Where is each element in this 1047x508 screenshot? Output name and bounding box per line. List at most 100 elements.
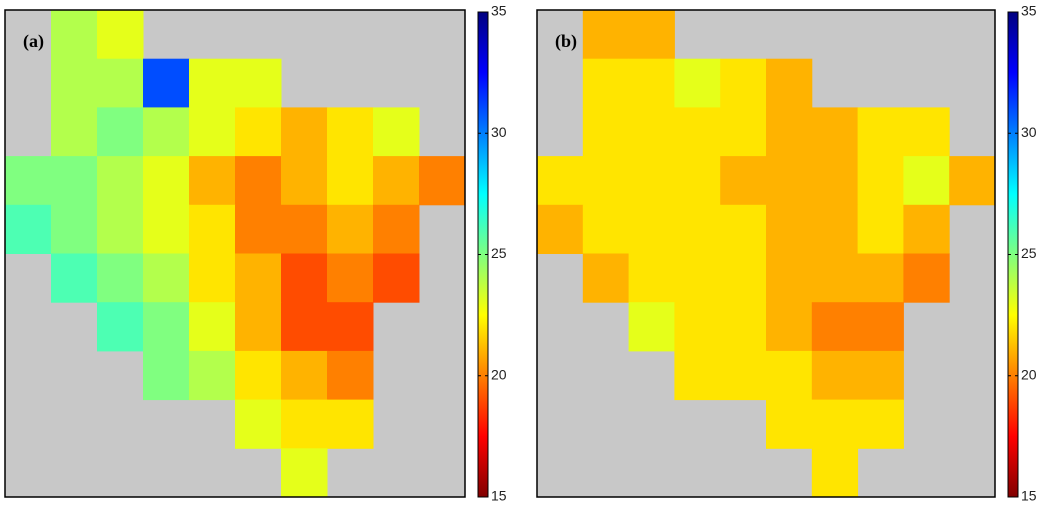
heatmap-cell [281, 156, 328, 206]
heatmap-cell [281, 107, 328, 157]
heatmap-cell [143, 204, 190, 254]
heatmap-cell [903, 204, 950, 254]
heatmap-cell [903, 156, 950, 206]
heatmap-cell [143, 156, 190, 206]
heatmap-cell [373, 156, 420, 206]
heatmap-cell [582, 253, 630, 303]
heatmap-cell [51, 253, 98, 303]
heatmap-cell [857, 107, 904, 157]
heatmap-cell [235, 204, 282, 254]
heatmap-cell [628, 253, 675, 303]
heatmap-cell [674, 350, 721, 401]
heatmap-cell [97, 10, 144, 60]
heatmap-cell [235, 350, 282, 401]
heatmap-cell [720, 350, 767, 401]
heatmap-cell [189, 58, 236, 108]
heatmap-cell [766, 156, 813, 206]
colorbar-tick-label: 20 [1021, 366, 1037, 382]
heatmap-cell [281, 253, 328, 303]
heatmap-cell [628, 10, 675, 60]
heatmap-cell [281, 350, 328, 401]
heatmap-cell [235, 107, 282, 157]
heatmap-cell [51, 58, 98, 108]
colorbar-tick-label: 30 [491, 124, 507, 140]
heatmap-cell [582, 107, 630, 157]
heatmap-cell [766, 107, 813, 157]
heatmap-cell [628, 107, 675, 157]
heatmap-cell [235, 302, 282, 352]
colorbar-tick-label: 25 [1021, 245, 1037, 261]
heatmap-cell [327, 302, 374, 352]
heatmap-cell [189, 253, 236, 303]
heatmap-cell [857, 156, 904, 206]
heatmap-cell [327, 107, 374, 157]
heatmap-cell [373, 107, 420, 157]
heatmap-cell [373, 253, 420, 303]
heatmap-cell [766, 58, 813, 108]
heatmap-cell [281, 302, 328, 352]
heatmap-cell [582, 10, 630, 60]
heatmap-cell [51, 204, 98, 254]
plot-frame [536, 9, 996, 498]
heatmap-cell [628, 58, 675, 108]
heatmap-cell [143, 107, 190, 157]
heatmap-cell [537, 204, 584, 254]
heatmap-cell [674, 253, 721, 303]
heatmap-cell [189, 156, 236, 206]
heatmap-cell [811, 204, 859, 254]
heatmap-cell [720, 58, 767, 108]
heatmap-cell [143, 302, 190, 352]
colorbar-tick-label: 25 [491, 245, 507, 261]
heatmap-cell [674, 107, 721, 157]
heatmap-cell [189, 107, 236, 157]
heatmap-cell [97, 107, 144, 157]
heatmap-cell [5, 204, 52, 254]
heatmap-cell [720, 156, 767, 206]
heatmap-cell [811, 156, 859, 206]
heatmap-cell [537, 156, 584, 206]
heatmap-cell [811, 399, 859, 449]
heatmap-cell [419, 156, 466, 206]
heatmap-cell [857, 204, 904, 254]
heatmap-cell [143, 253, 190, 303]
heatmap-cell [189, 302, 236, 352]
heatmap-cell [720, 253, 767, 303]
heatmap-cell [51, 107, 98, 157]
heatmap-cell [582, 156, 630, 206]
heatmap-cell [97, 302, 144, 352]
heatmap-cell [5, 156, 52, 206]
heatmap-cell [628, 156, 675, 206]
panel-label: (b) [555, 31, 577, 52]
plot-frame [4, 9, 466, 498]
heatmap-cell [143, 350, 190, 401]
heatmap-cell [766, 204, 813, 254]
heatmap-cell [235, 156, 282, 206]
heatmap-cell [949, 156, 996, 206]
heatmap-cell [281, 204, 328, 254]
colorbar-tick-label: 30 [1021, 124, 1037, 140]
colorbar-tick-label: 15 [491, 488, 507, 504]
heatmap-cell [857, 302, 904, 352]
heatmap-cell [51, 156, 98, 206]
heatmap-cell [811, 107, 859, 157]
heatmap-cell [327, 350, 374, 401]
heatmap-cell [766, 302, 813, 352]
panel-label: (a) [23, 31, 44, 52]
heatmap-cell [327, 399, 374, 449]
heatmap-cell [189, 204, 236, 254]
heatmap-cell [189, 350, 236, 401]
heatmap-cell [97, 253, 144, 303]
heatmap-cell [628, 302, 675, 352]
heatmap-cell [766, 253, 813, 303]
colorbar-tick-label: 35 [491, 3, 507, 19]
heatmap-cell [811, 302, 859, 352]
heatmap-cell [327, 253, 374, 303]
heatmap-cell [327, 156, 374, 206]
heatmap-cell [811, 448, 859, 498]
heatmap-cell [674, 156, 721, 206]
heatmap-cell [766, 399, 813, 449]
heatmap-cell [281, 399, 328, 449]
heatmap-cell [674, 302, 721, 352]
heatmap-cell [720, 302, 767, 352]
